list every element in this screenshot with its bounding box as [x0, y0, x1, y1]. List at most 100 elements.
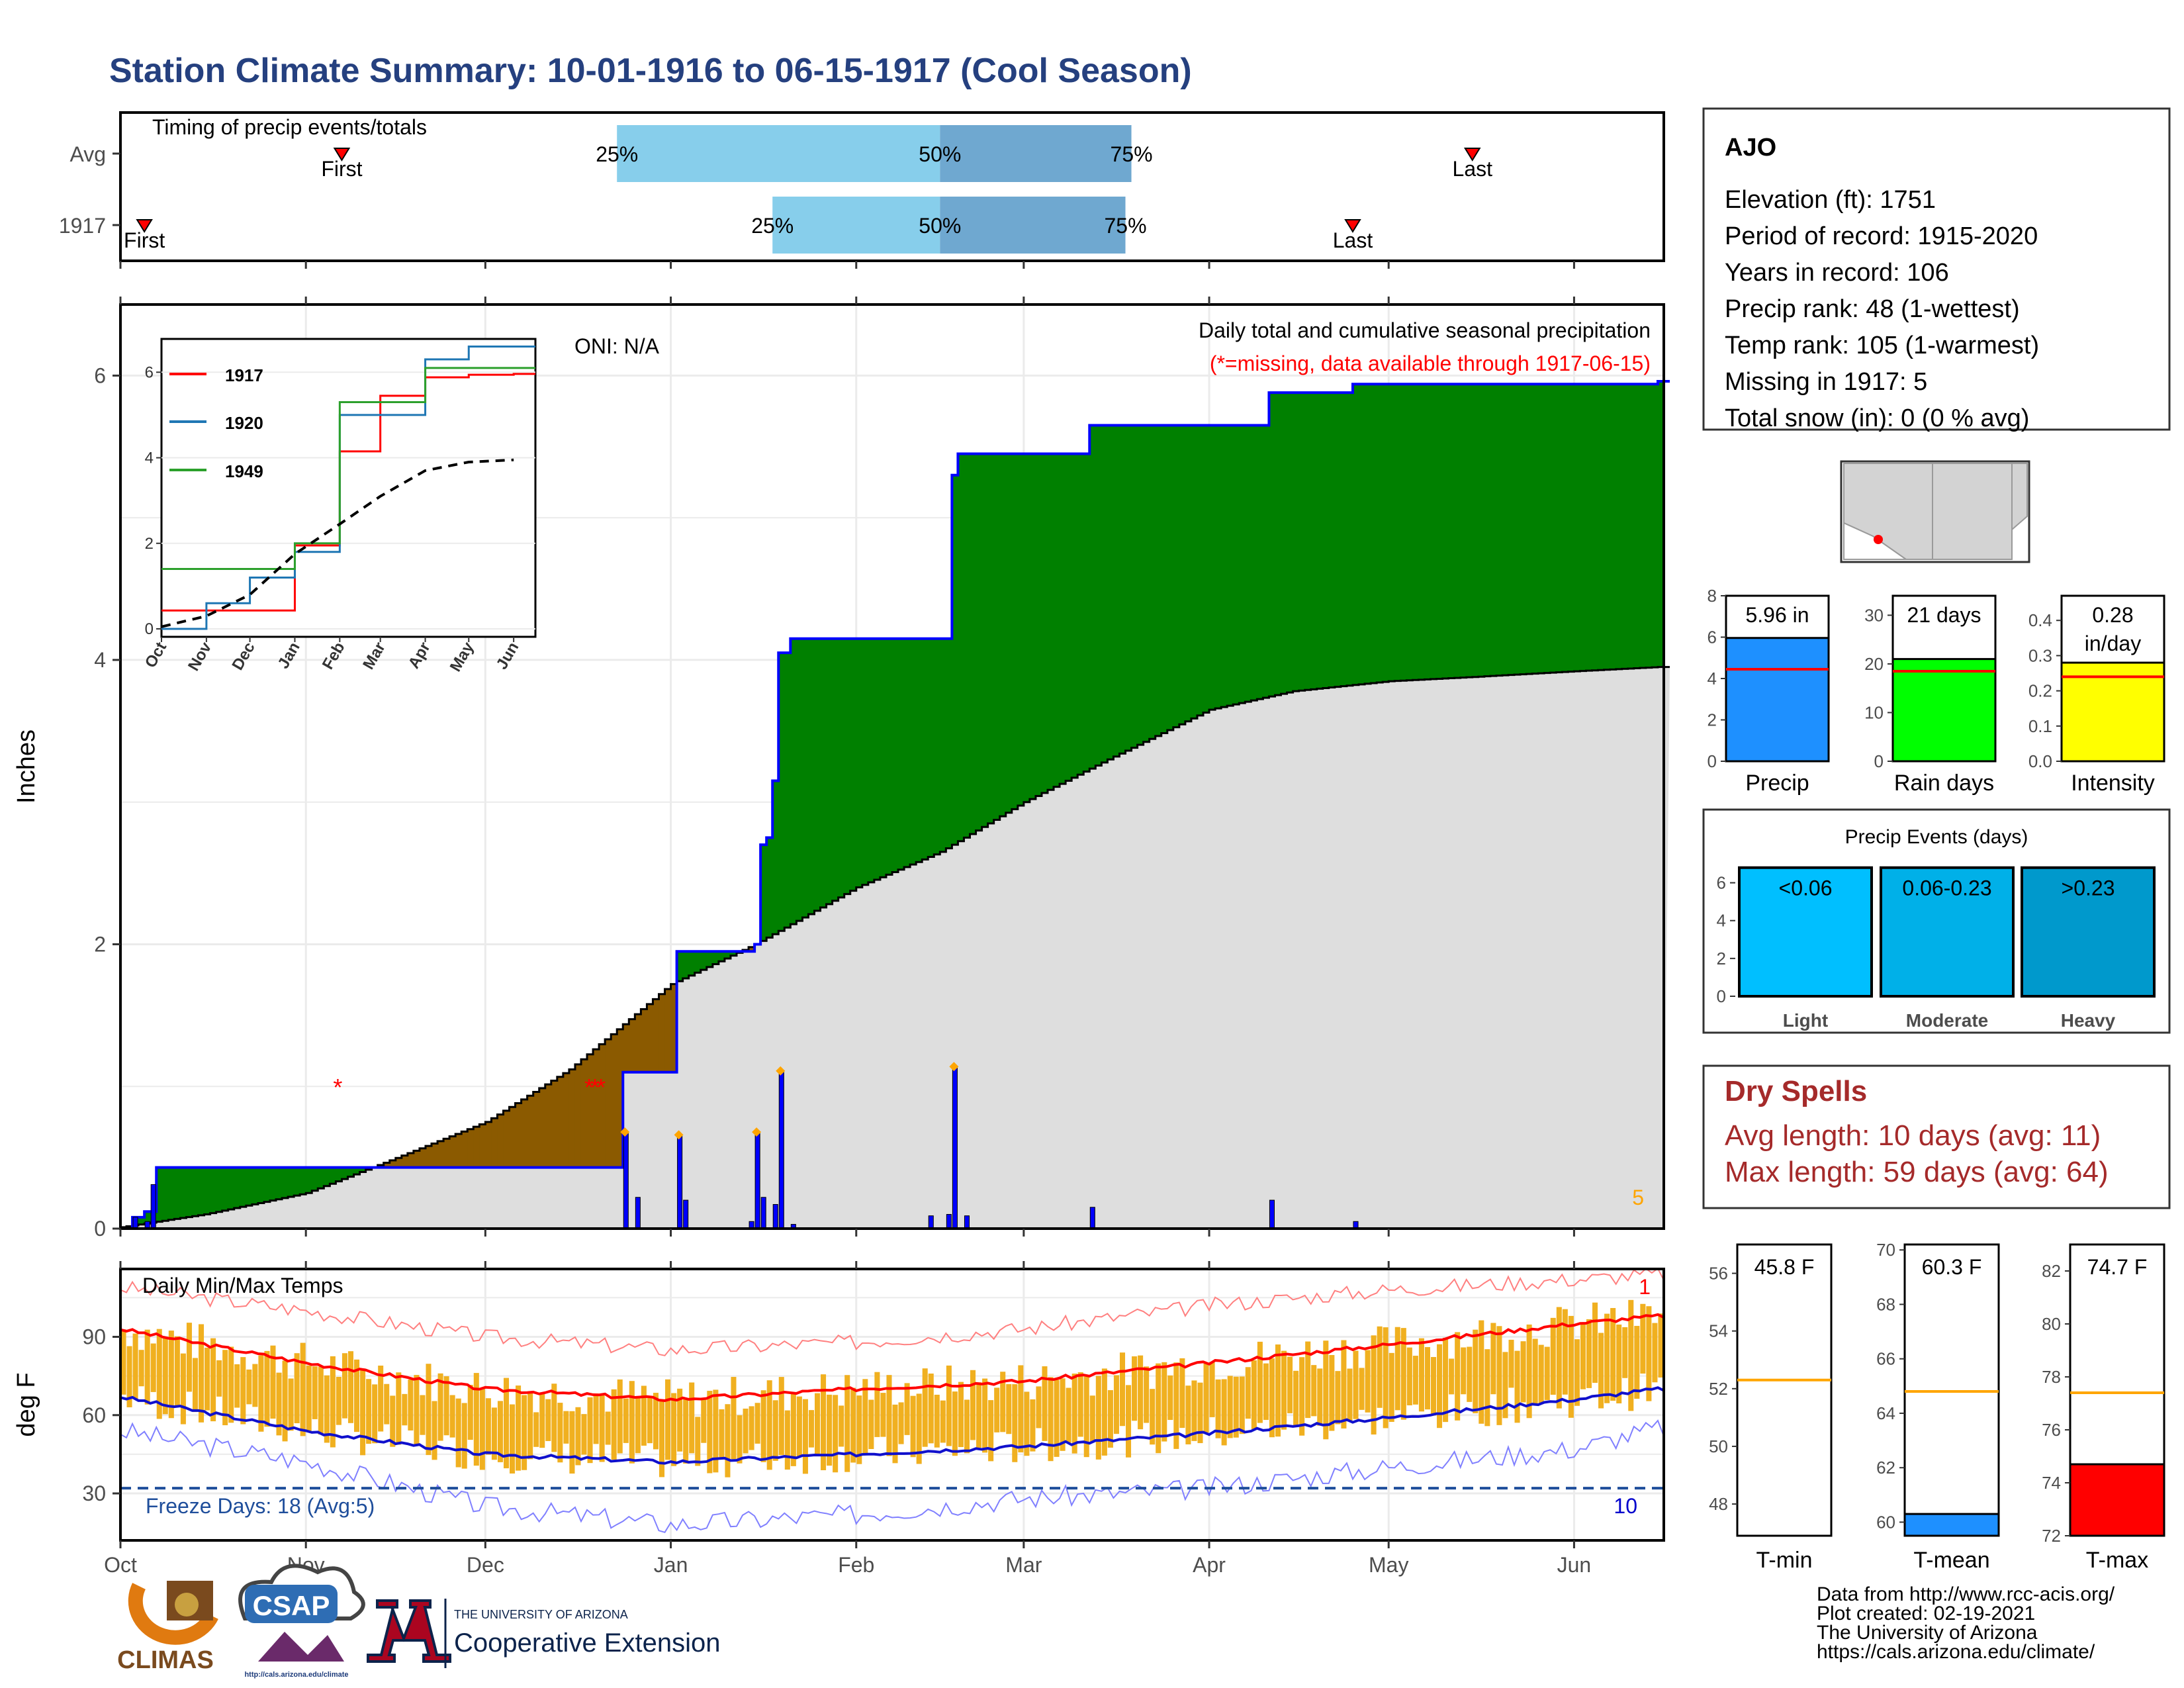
daily-temp-range-bar [485, 1398, 491, 1455]
daily-precip-bar [635, 1197, 641, 1229]
temp-stat-tick-label: 76 [2042, 1420, 2061, 1440]
above-average-fill [856, 638, 863, 888]
missing-day-marker: * [333, 1074, 342, 1101]
cumulative-precip-line [120, 379, 1670, 1230]
stat-bar-label: Intensity [2071, 771, 2155, 796]
above-average-fill [880, 638, 887, 878]
above-average-fill [347, 1167, 355, 1177]
temp-stat-frame [1736, 1243, 1833, 1537]
above-average-fill [359, 1167, 367, 1172]
daily-temp-range-bar [1132, 1356, 1138, 1421]
daily-temp-range-bar [575, 1407, 581, 1466]
stat-bar-value-label: in/day [2085, 632, 2141, 655]
daily-temp-range-bar [1173, 1362, 1179, 1449]
daily-temp-range-bar [910, 1395, 916, 1458]
daily-temp-range-bar [593, 1393, 599, 1444]
daily-temp-range-bar [1000, 1372, 1006, 1432]
above-average-fill [928, 638, 934, 857]
temp-stat-tick-label: 48 [1709, 1494, 1728, 1514]
daily-precip-bar [1089, 1207, 1095, 1229]
daily-temp-range-bar [1233, 1376, 1239, 1438]
missing-note: (*=missing, data available through 1917-… [1210, 352, 1651, 375]
stat-bar-tick-label: 2 [1707, 710, 1717, 730]
inset-y-tick-label: 0 [145, 620, 154, 638]
daily-temp-range-bar [850, 1387, 856, 1463]
above-average-fill [1651, 384, 1659, 668]
daily-temp-range-bar [437, 1373, 443, 1441]
daily-temp-range-bar [934, 1394, 940, 1448]
precip-y-tick-label: 4 [94, 648, 106, 672]
above-average-fill [1011, 453, 1019, 810]
daily-temp-range-bar [1036, 1386, 1042, 1429]
timing-label-avg: Avg [69, 142, 106, 166]
daily-temp-range-bar [749, 1406, 754, 1450]
daily-temp-range-bar [1400, 1328, 1406, 1420]
temp-stat-label: T-max [2086, 1548, 2148, 1573]
above-average-fill [1077, 453, 1084, 775]
daily-temp-range-bar [737, 1415, 743, 1464]
above-average-fill [1352, 384, 1359, 685]
events-tick-label: 0 [1717, 986, 1726, 1006]
stat-bar-tick-label: 20 [1864, 654, 1884, 674]
above-average-fill [676, 951, 684, 982]
daily-temp-range-bar [940, 1400, 946, 1443]
daily-temp-range-bar [503, 1378, 510, 1469]
temp-stat-tick-label: 66 [1876, 1349, 1895, 1369]
daily-temp-range-bar [341, 1353, 347, 1419]
above-average-fill [916, 638, 923, 863]
above-average-fill [1592, 384, 1599, 671]
daily-temp-range-bar [1430, 1356, 1437, 1416]
daily-temp-range-bar [976, 1382, 982, 1448]
below-average-fill [503, 1110, 510, 1168]
daily-temp-range-bar [659, 1401, 665, 1477]
daily-precip-bar [683, 1199, 689, 1229]
daily-temp-range-bar [210, 1338, 216, 1422]
daily-temp-range-bar [138, 1350, 144, 1387]
above-average-fill [324, 1167, 330, 1186]
above-average-fill [1580, 384, 1587, 671]
below-average-fill [443, 1139, 450, 1168]
daily-temp-range-bar [336, 1376, 341, 1425]
below-average-fill [413, 1150, 420, 1168]
above-average-fill [1442, 384, 1449, 679]
daily-temp-range-bar [306, 1365, 312, 1431]
above-average-fill [1520, 384, 1527, 675]
daily-temp-range-bar [1598, 1333, 1604, 1409]
daily-temp-range-bar [156, 1329, 162, 1419]
above-average-fill [850, 638, 857, 891]
below-average-fill [611, 1034, 617, 1168]
daily-temp-range-bar [808, 1410, 814, 1448]
daily-temp-range-bar [581, 1414, 587, 1455]
above-average-fill [1436, 384, 1443, 679]
stat-bar-label: Rain days [1894, 771, 1994, 796]
daily-temp-range-bar [743, 1408, 749, 1454]
above-average-fill [353, 1167, 361, 1175]
daily-temp-range-bar [731, 1377, 737, 1460]
daily-temp-range-bar [605, 1411, 611, 1445]
daily-temp-range-bar [754, 1403, 760, 1444]
above-average-fill [892, 638, 899, 872]
daily-temp-range-bar [928, 1373, 934, 1444]
above-average-fill [1586, 384, 1593, 671]
timing-q25-q50-bar [617, 125, 940, 182]
footer-credits: Data from http://www.rcc-acis.org/ Plot … [1817, 1583, 2115, 1663]
daily-temp-range-bar [516, 1385, 522, 1471]
above-average-fill [1060, 453, 1066, 784]
above-average-fill [1424, 384, 1432, 680]
below-average-fill [407, 1153, 414, 1168]
daily-temp-range-bar [1532, 1338, 1538, 1405]
temp-stat-tick-label: 64 [1876, 1403, 1895, 1423]
below-average-fill [623, 1024, 629, 1072]
inset-y-tick-label: 2 [145, 535, 154, 553]
above-average-fill [1298, 393, 1306, 691]
above-average-fill [718, 951, 725, 962]
daily-temp-range-bar [1144, 1366, 1150, 1423]
daily-temp-range-bar [1353, 1350, 1359, 1419]
above-average-fill [772, 780, 779, 935]
above-average-fill [1293, 393, 1300, 692]
daily-temp-range-bar [880, 1393, 886, 1437]
csap-url: http://cals.arizona.edu/climate [244, 1671, 348, 1679]
temp-x-tick-label: Mar [1005, 1553, 1042, 1577]
above-average-fill [1041, 453, 1048, 793]
